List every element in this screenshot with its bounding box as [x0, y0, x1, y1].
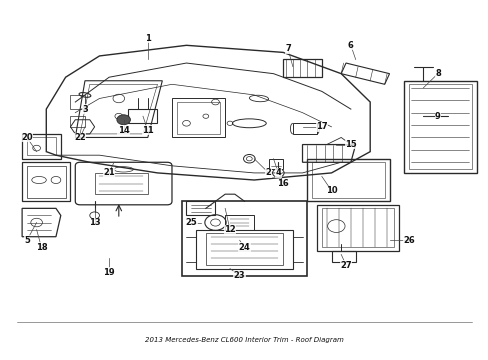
Text: 18: 18 [36, 243, 47, 252]
Text: 7: 7 [285, 44, 290, 53]
Text: 21: 21 [103, 168, 115, 177]
Text: 6: 6 [347, 41, 353, 50]
Text: 17: 17 [315, 122, 327, 131]
Text: 19: 19 [103, 267, 115, 276]
Text: 2: 2 [265, 168, 271, 177]
Text: 14: 14 [118, 126, 129, 135]
Text: 8: 8 [434, 69, 440, 78]
Text: 15: 15 [344, 140, 356, 149]
Text: 23: 23 [233, 271, 245, 280]
Text: 3: 3 [82, 105, 88, 114]
Text: 16: 16 [277, 179, 288, 188]
Text: 5: 5 [24, 236, 30, 245]
Text: 27: 27 [340, 261, 351, 270]
Text: 1: 1 [144, 34, 150, 43]
Text: 13: 13 [89, 218, 100, 227]
Text: 26: 26 [402, 236, 414, 245]
Text: 10: 10 [325, 186, 337, 195]
Text: 20: 20 [21, 133, 33, 142]
Text: 11: 11 [142, 126, 153, 135]
Text: 24: 24 [238, 243, 250, 252]
Text: 2013 Mercedes-Benz CL600 Interior Trim - Roof Diagram: 2013 Mercedes-Benz CL600 Interior Trim -… [145, 337, 343, 343]
Text: 25: 25 [185, 218, 197, 227]
Text: 12: 12 [224, 225, 235, 234]
Text: 9: 9 [434, 112, 440, 121]
Text: 4: 4 [275, 168, 281, 177]
Text: 22: 22 [74, 133, 86, 142]
Circle shape [117, 115, 130, 125]
